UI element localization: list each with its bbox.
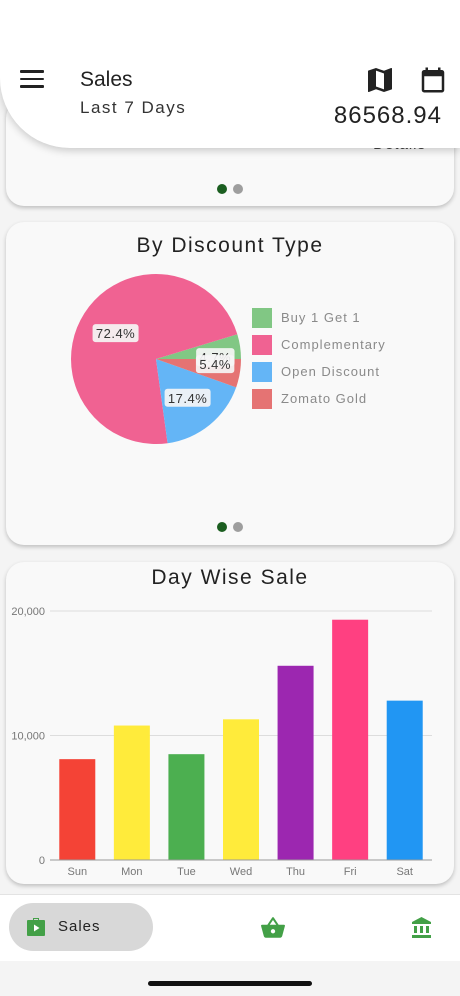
- menu-icon[interactable]: [20, 70, 44, 90]
- legend-label: Complementary: [281, 337, 386, 352]
- home-indicator: [148, 981, 312, 986]
- y-tick-label: 20,000: [11, 606, 45, 618]
- bar-sun[interactable]: [59, 759, 96, 860]
- calendar-icon[interactable]: [418, 64, 448, 96]
- app-header: Sales Last 7 Days 86568.94: [0, 0, 460, 148]
- basket-icon[interactable]: [260, 915, 286, 941]
- x-tick-label: Wed: [230, 866, 252, 878]
- svg-text:72.4%: 72.4%: [96, 326, 135, 341]
- pie-value-label: 17.4%: [164, 388, 211, 407]
- bar-sat[interactable]: [386, 700, 423, 860]
- discount-chart-title: By Discount Type: [136, 234, 324, 257]
- bar-wed[interactable]: [223, 719, 259, 860]
- discount-pie-chart: 4.7%72.4%17.4%5.4%: [70, 274, 241, 444]
- discount-pager: [6, 519, 454, 537]
- page-title: Sales: [80, 68, 133, 91]
- sales-briefcase-icon: [27, 918, 45, 936]
- legend-label: Zomato Gold: [281, 391, 368, 406]
- pie-value-label: 72.4%: [92, 324, 139, 343]
- date-range-label: Last 7 Days: [80, 98, 187, 117]
- day-chart-title: Day Wise Sale: [151, 566, 309, 589]
- day-wise-sale-card: Day Wise Sale 0 10,000 20,000 Sun Mon Tue Wed T…: [6, 562, 454, 884]
- page-dot-1[interactable]: [217, 522, 227, 532]
- page-dot-2[interactable]: [233, 184, 243, 194]
- day-wise-bar-chart: 0 10,000 20,000 Sun Mon Tue Wed Thu Fri Sat: [11, 606, 432, 878]
- x-tick-label: Sun: [67, 866, 87, 878]
- legend-swatch: [252, 389, 272, 409]
- bar-fri[interactable]: [332, 619, 369, 860]
- svg-text:17.4%: 17.4%: [168, 391, 207, 406]
- svg-text:5.4%: 5.4%: [199, 357, 231, 372]
- x-tick-label: Thu: [286, 866, 305, 878]
- summary-pager: [6, 181, 454, 199]
- pie-slice-complementary[interactable]: [70, 274, 238, 444]
- legend-label: Open Discount: [281, 364, 380, 379]
- nav-sales-tab[interactable]: Sales: [9, 903, 153, 951]
- page-dot-2[interactable]: [233, 522, 243, 532]
- bar-mon[interactable]: [113, 725, 150, 860]
- x-tick-label: Fri: [344, 866, 357, 878]
- page-dot-1[interactable]: [217, 184, 227, 194]
- x-tick-label: Tue: [177, 866, 196, 878]
- bottom-navigation: Sales: [0, 894, 460, 961]
- pie-value-label: 5.4%: [195, 355, 235, 374]
- legend-swatch: [252, 335, 272, 355]
- x-tick-label: Sat: [396, 866, 413, 878]
- legend-label: Buy 1 Get 1: [281, 310, 361, 325]
- y-tick-label: 0: [39, 855, 45, 867]
- bar-thu[interactable]: [277, 665, 314, 860]
- legend-swatch: [252, 362, 272, 382]
- legend-swatch: [252, 308, 272, 328]
- map-icon[interactable]: [364, 64, 396, 96]
- bank-icon[interactable]: [410, 915, 434, 941]
- nav-sales-label: Sales: [58, 918, 101, 935]
- discount-type-card: By Discount Type 4.7%72.4%17.4%5.4% Buy …: [6, 222, 454, 545]
- y-tick-label: 10,000: [11, 731, 45, 743]
- bar-tue[interactable]: [168, 754, 205, 860]
- sales-total: 86568.94: [333, 102, 442, 129]
- x-tick-label: Mon: [121, 866, 142, 878]
